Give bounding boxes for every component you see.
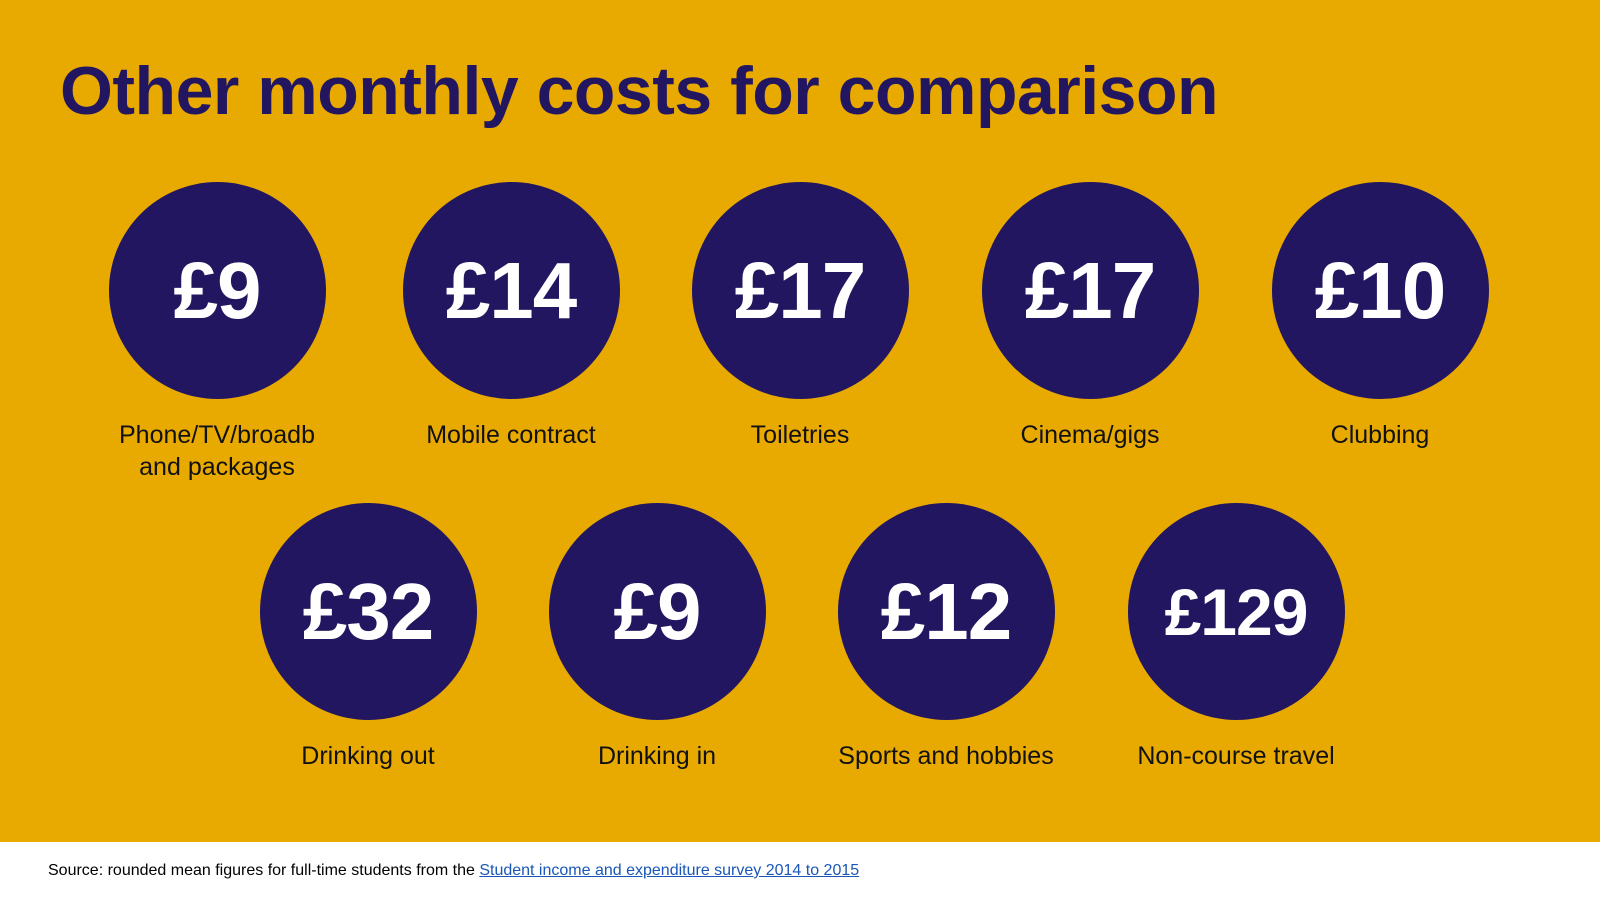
cost-label: Sports and hobbies [838, 742, 1054, 770]
cost-label: Cinema/gigs [1020, 421, 1160, 449]
cost-label: Drinking out [301, 742, 435, 770]
cost-label: Mobile contract [426, 421, 596, 449]
page-title: Other monthly costs for comparison [60, 53, 1219, 129]
cost-circle: £9 [108, 182, 326, 399]
cost-label: Clubbing [1330, 421, 1430, 449]
cost-item-drinking-in: £9 Drinking in [537, 503, 777, 772]
cost-item-sports-hobbies: £12 Sports and hobbies [826, 503, 1066, 772]
cost-label: Toiletries [750, 421, 850, 449]
cost-circle: £32 [259, 503, 477, 720]
cost-item-cinema-gigs: £17 Cinema/gigs [970, 182, 1210, 451]
source-note: Source: rounded mean figures for full-ti… [48, 862, 859, 880]
cost-amount: £17 [1024, 245, 1156, 335]
cost-circle: £129 [1127, 503, 1345, 720]
cost-item-mobile-contract: £14 Mobile contract [391, 182, 631, 451]
cost-amount: £10 [1314, 245, 1446, 335]
cost-circle: £17 [981, 182, 1199, 399]
cost-amount: £32 [302, 566, 434, 656]
source-text: Source: rounded mean figures for full-ti… [48, 862, 475, 879]
cost-item-non-course-travel: £129 Non-course travel [1116, 503, 1356, 772]
cost-amount: £129 [1164, 574, 1309, 649]
cost-circle: £9 [548, 503, 766, 720]
cost-circle: £14 [402, 182, 620, 399]
cost-label: Drinking in [597, 742, 717, 770]
cost-item-toiletries: £17 Toiletries [680, 182, 920, 451]
cost-circle: £10 [1271, 182, 1489, 399]
yellow-panel: Other monthly costs for comparison £9 Ph… [0, 0, 1600, 842]
cost-amount: £9 [173, 245, 262, 335]
cost-amount: £14 [445, 245, 577, 335]
cost-circle: £17 [691, 182, 909, 399]
cost-amount: £9 [613, 566, 702, 656]
cost-label: Phone/TV/broadb and packages [119, 421, 315, 481]
cost-amount: £12 [880, 566, 1012, 656]
cost-circle: £12 [837, 503, 1055, 720]
cost-amount: £17 [734, 245, 866, 335]
cost-item-phone-tv-broadband: £9 Phone/TV/broadb and packages [97, 182, 337, 483]
cost-item-clubbing: £10 Clubbing [1260, 182, 1500, 451]
survey-link[interactable]: Student income and expenditure survey 20… [479, 862, 860, 879]
cost-label: Non-course travel [1137, 742, 1335, 770]
cost-item-drinking-out: £32 Drinking out [248, 503, 488, 772]
